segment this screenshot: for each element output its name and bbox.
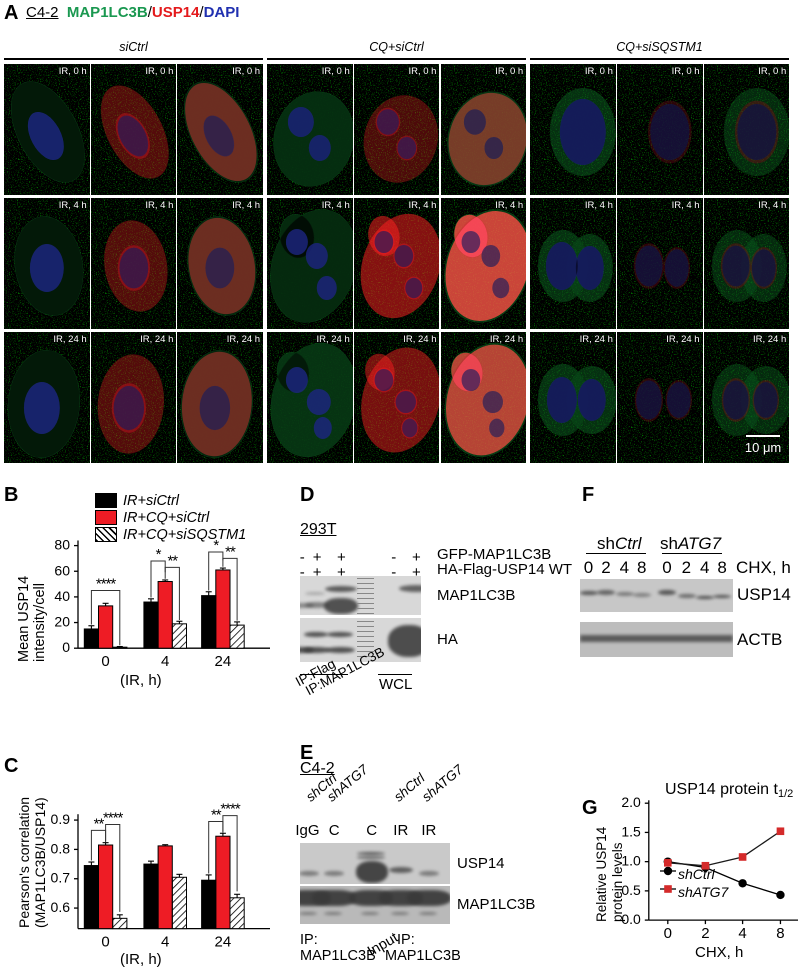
svg-text:**: ** bbox=[211, 807, 222, 824]
svg-text:24: 24 bbox=[215, 653, 232, 670]
svg-text:0.6: 0.6 bbox=[51, 899, 71, 915]
svg-text:40: 40 bbox=[54, 588, 70, 604]
svg-text:**: ** bbox=[167, 552, 178, 569]
svg-text:0: 0 bbox=[101, 934, 109, 951]
svg-text:8: 8 bbox=[776, 925, 784, 942]
svg-text:****: **** bbox=[103, 809, 124, 826]
svg-text:0.9: 0.9 bbox=[51, 811, 71, 827]
svg-text:0: 0 bbox=[62, 639, 70, 655]
svg-text:**: ** bbox=[225, 543, 236, 560]
svg-text:24: 24 bbox=[215, 934, 232, 951]
svg-text:4: 4 bbox=[738, 925, 746, 942]
svg-text:0.7: 0.7 bbox=[51, 870, 71, 886]
svg-text:****: **** bbox=[96, 575, 117, 592]
svg-text:60: 60 bbox=[54, 562, 70, 578]
svg-text:0: 0 bbox=[101, 653, 109, 670]
svg-text:4: 4 bbox=[161, 934, 169, 951]
svg-text:2.0: 2.0 bbox=[621, 794, 641, 810]
svg-text:0.8: 0.8 bbox=[51, 840, 71, 856]
svg-text:0: 0 bbox=[664, 925, 672, 942]
svg-text:1.5: 1.5 bbox=[621, 823, 641, 839]
svg-text:80: 80 bbox=[54, 537, 70, 553]
svg-text:*: * bbox=[156, 546, 162, 563]
svg-text:2: 2 bbox=[701, 925, 709, 942]
svg-text:****: **** bbox=[220, 801, 241, 818]
svg-text:**: ** bbox=[94, 815, 105, 832]
svg-text:4: 4 bbox=[161, 653, 169, 670]
svg-text:20: 20 bbox=[54, 614, 70, 630]
